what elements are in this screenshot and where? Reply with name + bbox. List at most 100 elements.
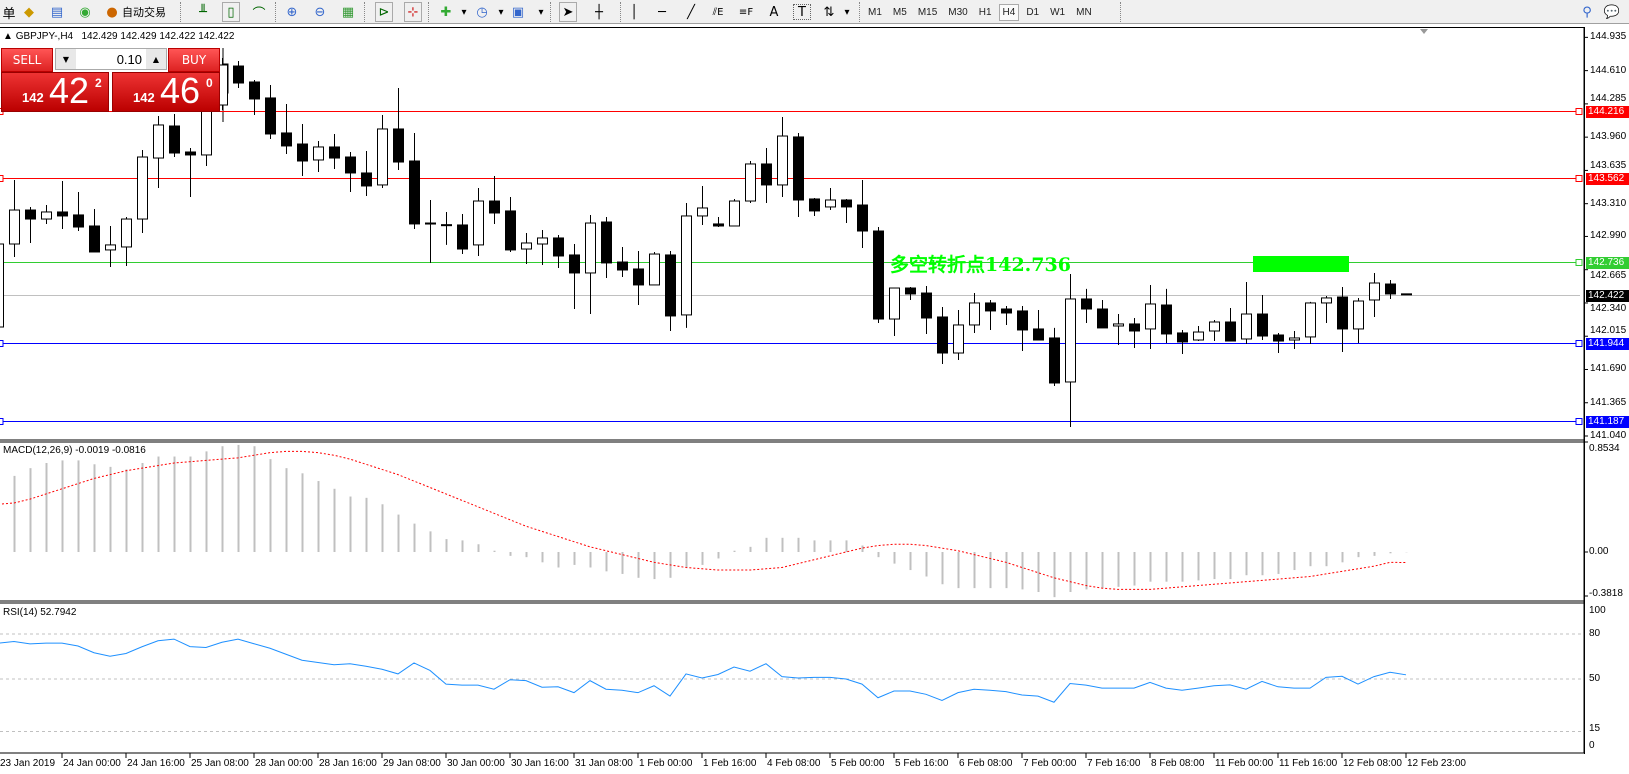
timeframe-m1[interactable]: M1 bbox=[868, 7, 882, 18]
trendline-icon[interactable]: ╱ bbox=[687, 4, 695, 20]
time-tick-label: 5 Feb 16:00 bbox=[895, 758, 949, 769]
price-tick-label: 144.285 bbox=[1590, 92, 1627, 104]
fibonacci-icon[interactable]: ⫽ E bbox=[712, 6, 724, 18]
gold-bars-icon[interactable]: ◆ bbox=[24, 4, 34, 20]
time-tick-label: 31 Jan 08:00 bbox=[575, 758, 633, 769]
timeframe-h4[interactable]: H4 bbox=[998, 4, 1020, 21]
auto-scroll-icon[interactable]: ⊹ bbox=[404, 2, 422, 22]
bear-candle bbox=[57, 211, 68, 217]
bar-chart-icon[interactable]: ╨ bbox=[199, 4, 207, 20]
horizontal-line-icon[interactable]: ─ bbox=[658, 4, 666, 20]
time-tick-label: 28 Jan 16:00 bbox=[319, 758, 377, 769]
menu-fragment[interactable]: 单 bbox=[2, 6, 16, 22]
macd-label: MACD(12,26,9) -0.0019 -0.0816 bbox=[3, 445, 146, 456]
fibonacci-fan-icon[interactable]: ≡ F bbox=[738, 6, 754, 18]
level-handle bbox=[0, 340, 4, 347]
text-icon[interactable]: A bbox=[769, 4, 779, 20]
bull-candle bbox=[201, 104, 212, 156]
timeframe-d1[interactable]: D1 bbox=[1026, 7, 1040, 18]
bull-candle bbox=[1193, 331, 1204, 341]
bear-candle bbox=[393, 128, 404, 163]
text-label-icon[interactable]: T bbox=[793, 4, 811, 20]
level-price-label: 142.422 bbox=[1586, 289, 1629, 302]
sell-button[interactable]: SELL bbox=[1, 48, 53, 72]
line-chart-icon[interactable]: ⌒ bbox=[252, 6, 266, 22]
bear-candle bbox=[713, 223, 724, 227]
crosshair-icon[interactable]: ┼ bbox=[595, 4, 603, 20]
tile-windows-icon[interactable]: ▦ bbox=[341, 4, 355, 20]
bear-candle bbox=[1161, 304, 1172, 335]
bear-candle bbox=[1273, 334, 1284, 342]
collapse-triangle-icon[interactable]: ▲ bbox=[3, 31, 13, 42]
chat-icon[interactable]: 💬 bbox=[1603, 4, 1621, 20]
bull-candle bbox=[585, 222, 596, 274]
rsi-line bbox=[0, 638, 1407, 703]
navigator-icon[interactable]: ▤ bbox=[50, 4, 64, 20]
bear-candle bbox=[1033, 328, 1044, 341]
timeframe-w1[interactable]: W1 bbox=[1050, 7, 1066, 18]
price-tick-label: 143.635 bbox=[1590, 159, 1627, 171]
price-tick-label: 143.960 bbox=[1590, 131, 1627, 143]
bear-candle bbox=[793, 136, 804, 201]
bull-candle bbox=[1241, 313, 1252, 340]
level-handle bbox=[1575, 418, 1583, 425]
vertical-line-icon[interactable]: │ bbox=[630, 4, 638, 20]
bear-candle bbox=[841, 199, 852, 208]
arrows-icon[interactable]: ⇅ bbox=[823, 4, 835, 20]
bear-candle bbox=[265, 97, 276, 135]
bear-candle bbox=[361, 172, 372, 187]
buy-price-button[interactable]: 142 46 0 bbox=[112, 71, 220, 112]
time-tick-label: 24 Jan 00:00 bbox=[63, 758, 121, 769]
bear-candle bbox=[1081, 298, 1092, 310]
timeframe-m30[interactable]: M30 bbox=[948, 7, 968, 18]
volume-input[interactable] bbox=[77, 49, 145, 69]
volume-increase-button[interactable]: ▲ bbox=[146, 49, 166, 69]
chevron-down-icon[interactable]: ▾ bbox=[461, 6, 467, 18]
new-indicator-icon[interactable]: ✚ bbox=[440, 4, 452, 20]
timeframe-h1[interactable]: H1 bbox=[978, 7, 992, 18]
bull-candle bbox=[681, 215, 692, 316]
time-tick-label: 6 Feb 08:00 bbox=[959, 758, 1013, 769]
chevron-down-icon[interactable]: ▾ bbox=[498, 6, 504, 18]
bear-candle bbox=[345, 156, 356, 174]
bear-candle bbox=[89, 225, 100, 253]
zoom-in-icon[interactable]: ⊕ bbox=[286, 4, 298, 20]
macd-tick-label: 0.00 bbox=[1589, 546, 1609, 557]
candlestick-icon[interactable]: ▯ bbox=[222, 2, 240, 22]
autotrade-icon[interactable]: ● bbox=[106, 4, 118, 20]
level-price-label: 143.562 bbox=[1586, 172, 1629, 185]
timeframe-m15[interactable]: M15 bbox=[917, 7, 938, 18]
bull-candle bbox=[9, 209, 20, 245]
bear-candle bbox=[937, 316, 948, 354]
search-icon[interactable]: ⚲ bbox=[1582, 4, 1592, 20]
level-handle bbox=[0, 175, 4, 182]
bear-candle bbox=[489, 200, 500, 214]
time-tick-label: 11 Feb 16:00 bbox=[1279, 758, 1338, 769]
bear-candle bbox=[601, 221, 612, 264]
chevron-down-icon[interactable]: ▾ bbox=[538, 6, 544, 18]
pivot-annotation: 多空转折点142.736 bbox=[890, 254, 1071, 276]
time-tick-label: 30 Jan 16:00 bbox=[511, 758, 569, 769]
periods-icon[interactable]: ◷ bbox=[476, 4, 488, 20]
cursor-icon[interactable]: ➤ bbox=[559, 2, 577, 22]
sell-price-button[interactable]: 142 42 2 bbox=[1, 71, 109, 112]
bull-candle bbox=[649, 253, 660, 286]
timeframe-m5[interactable]: M5 bbox=[892, 7, 907, 18]
timeframe-mn[interactable]: MN bbox=[1076, 7, 1092, 18]
price-tick-label: 144.935 bbox=[1590, 31, 1627, 43]
volume-decrease-button[interactable]: ▼ bbox=[56, 49, 76, 69]
zoom-out-icon[interactable]: ⊖ bbox=[314, 4, 326, 20]
signal-icon[interactable]: ◉ bbox=[79, 4, 91, 20]
autotrade-button[interactable]: 自动交易 bbox=[122, 6, 166, 19]
rsi-tick-label: 15 bbox=[1589, 723, 1601, 734]
chevron-down-icon[interactable]: ▾ bbox=[844, 6, 850, 18]
bull-candle bbox=[1353, 300, 1364, 330]
chart-shift-icon[interactable]: ⊳ bbox=[375, 2, 393, 22]
templates-icon[interactable]: ▣ bbox=[511, 4, 525, 20]
bear-candle bbox=[809, 198, 820, 212]
buy-button[interactable]: BUY bbox=[168, 48, 220, 72]
price-tick-label: 142.990 bbox=[1590, 230, 1627, 242]
bear-candle bbox=[233, 65, 244, 84]
bear-candle bbox=[873, 230, 884, 320]
